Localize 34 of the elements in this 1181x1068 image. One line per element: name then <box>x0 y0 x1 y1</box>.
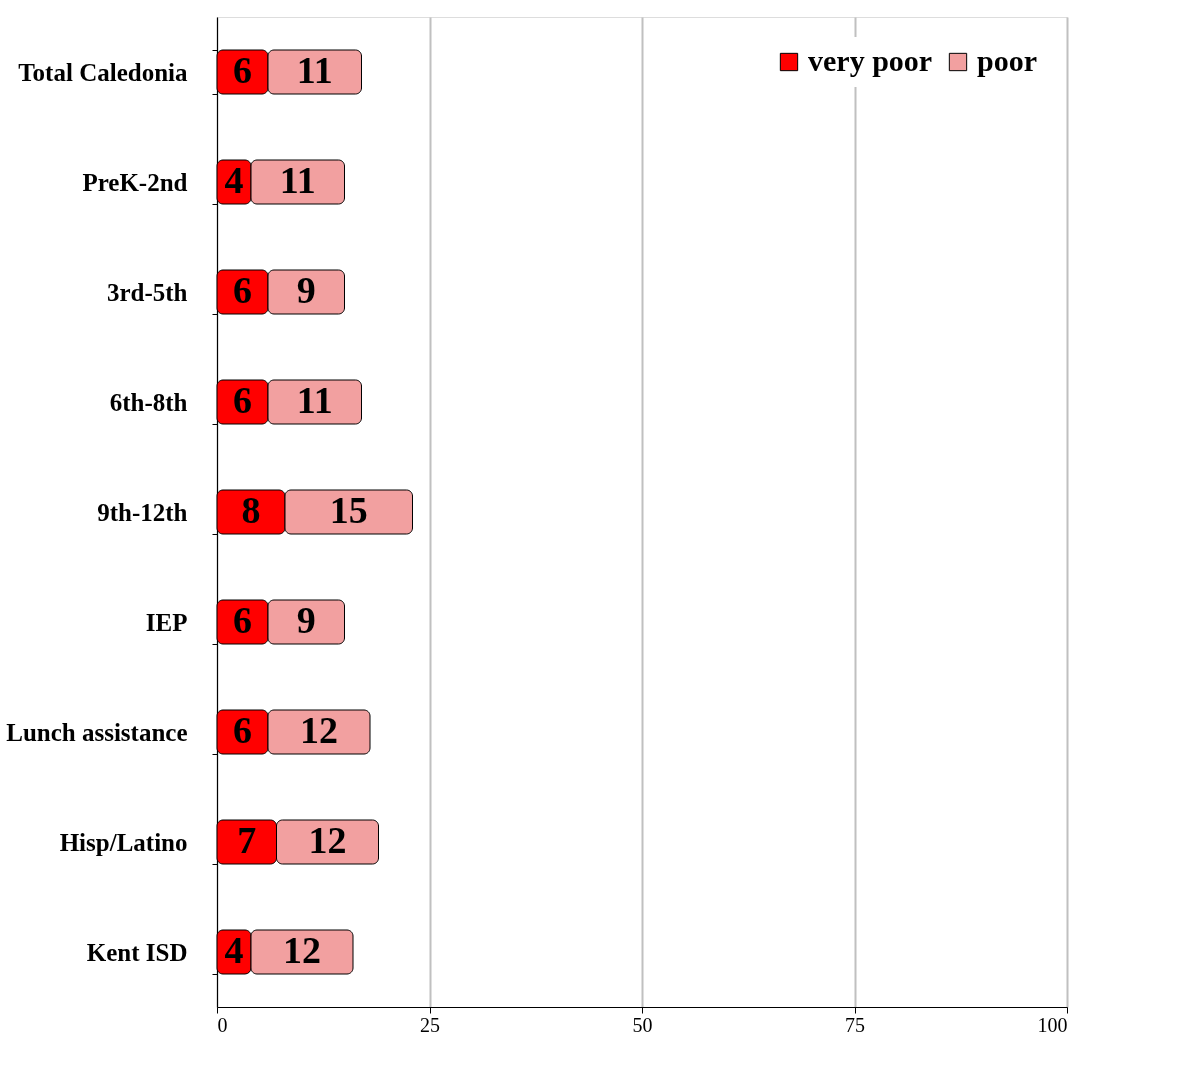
y-tick-label: Total Caledonia <box>18 58 188 86</box>
y-tick-label: PreK-2nd <box>82 168 188 196</box>
legend-label: poor <box>977 44 1037 77</box>
data-label: 15 <box>329 489 368 531</box>
y-tick-label: 3rd-5th <box>106 278 188 306</box>
data-label: 11 <box>279 159 316 201</box>
data-label: 4 <box>224 159 244 201</box>
data-label: 6 <box>233 599 252 641</box>
data-label: 7 <box>237 819 257 861</box>
y-tick-label: 9th-12th <box>97 498 188 526</box>
data-label: 8 <box>241 489 261 531</box>
data-label: 4 <box>224 929 244 971</box>
data-label: 12 <box>308 819 347 861</box>
data-label: 9 <box>296 269 316 311</box>
x-tick-label: 100 <box>1037 1013 1068 1036</box>
y-tick-label: Lunch assistance <box>6 718 188 746</box>
y-tick-label: IEP <box>145 608 188 636</box>
data-label: 11 <box>296 379 333 421</box>
data-label: 12 <box>300 709 338 751</box>
data-label: 6 <box>233 49 252 91</box>
data-label: 11 <box>296 49 333 91</box>
x-tick-label: 75 <box>845 1013 865 1036</box>
data-label: 6 <box>233 269 252 311</box>
x-tick-label: 25 <box>420 1013 440 1036</box>
data-label: 9 <box>296 599 316 641</box>
y-tick-label: 6th-8th <box>109 388 188 416</box>
data-label: 12 <box>283 929 321 971</box>
y-tick-label: Hisp/Latino <box>59 828 188 856</box>
data-label: 6 <box>233 709 252 751</box>
x-tick-label: 50 <box>632 1013 653 1036</box>
data-label: 6 <box>233 379 252 421</box>
y-tick-label: Kent ISD <box>86 938 188 966</box>
x-tick-label: 0 <box>217 1013 228 1036</box>
legend-label: very poor <box>808 44 933 77</box>
